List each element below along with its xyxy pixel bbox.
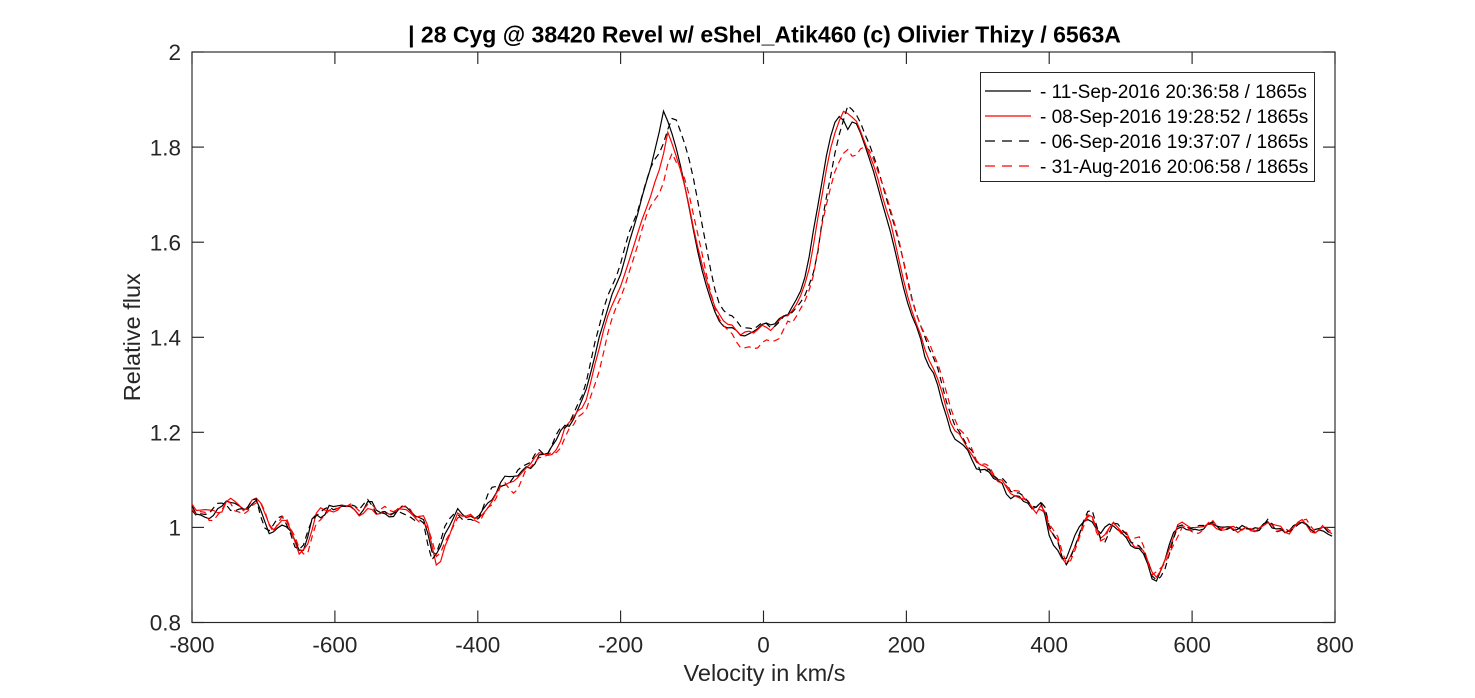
svg-text:0.8: 0.8	[150, 611, 181, 636]
svg-text:200: 200	[888, 633, 926, 658]
svg-text:-800: -800	[169, 633, 214, 658]
svg-text:- 11-Sep-2016 20:36:58 / 1865s: - 11-Sep-2016 20:36:58 / 1865s	[1040, 82, 1307, 103]
svg-text:Relative flux: Relative flux	[119, 273, 145, 401]
svg-text:1.8: 1.8	[150, 135, 181, 160]
svg-text:-200: -200	[598, 633, 643, 658]
svg-text:400: 400	[1030, 633, 1068, 658]
svg-text:600: 600	[1173, 633, 1211, 658]
svg-text:- 31-Aug-2016 20:06:58 / 1865s: - 31-Aug-2016 20:06:58 / 1865s	[1040, 157, 1308, 178]
svg-text:1.4: 1.4	[150, 326, 181, 351]
svg-text:1: 1	[168, 516, 181, 541]
svg-text:- 08-Sep-2016 19:28:52 / 1865s: - 08-Sep-2016 19:28:52 / 1865s	[1040, 107, 1308, 128]
svg-text:1.2: 1.2	[150, 421, 181, 446]
svg-text:800: 800	[1316, 633, 1354, 658]
svg-text:-600: -600	[312, 633, 357, 658]
svg-text:- 06-Sep-2016 19:37:07 / 1865s: - 06-Sep-2016 19:37:07 / 1865s	[1040, 132, 1308, 153]
svg-text:2: 2	[168, 40, 181, 65]
svg-text:| 28 Cyg @ 38420 Revel w/ eShe: | 28 Cyg @ 38420 Revel w/ eShel_Atik460 …	[408, 22, 1121, 48]
svg-text:Velocity in km/s: Velocity in km/s	[684, 660, 846, 686]
svg-text:-400: -400	[455, 633, 500, 658]
svg-text:1.6: 1.6	[150, 230, 181, 255]
svg-text:0: 0	[757, 633, 770, 658]
